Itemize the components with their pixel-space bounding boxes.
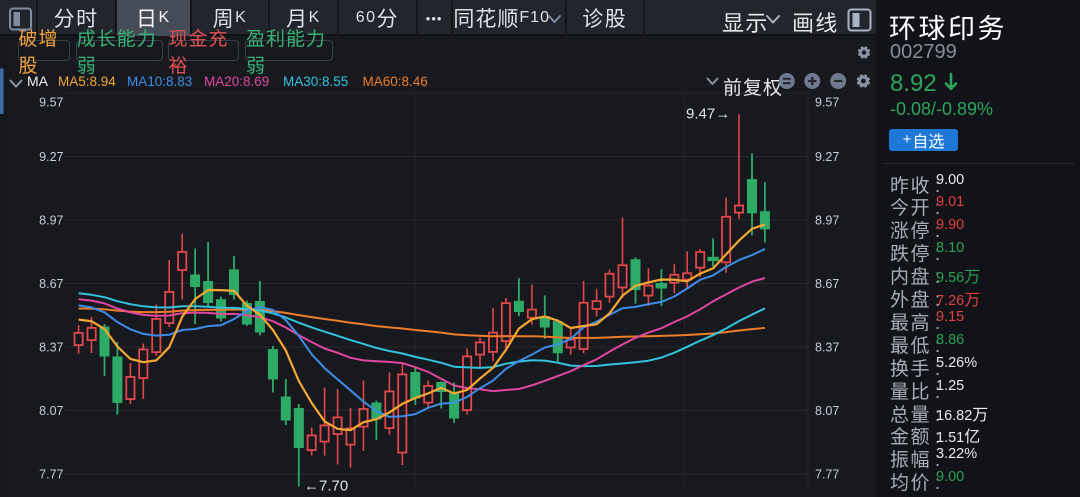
svg-text:8.07: 8.07	[39, 404, 63, 418]
svg-text:←7.70: ←7.70	[304, 478, 348, 495]
svg-text:8.67: 8.67	[39, 277, 63, 291]
svg-text:9.57: 9.57	[39, 96, 63, 110]
svg-text:8.67: 8.67	[815, 277, 839, 291]
svg-text:7.77: 7.77	[39, 468, 63, 482]
svg-text:9.27: 9.27	[815, 150, 839, 164]
svg-text:9.27: 9.27	[39, 150, 63, 164]
svg-text:8.37: 8.37	[815, 341, 839, 355]
svg-text:8.97: 8.97	[39, 214, 63, 228]
svg-text:7.77: 7.77	[815, 468, 839, 482]
svg-text:8.07: 8.07	[815, 404, 839, 418]
svg-text:8.97: 8.97	[815, 214, 839, 228]
svg-text:9.57: 9.57	[815, 96, 839, 110]
svg-text:8.37: 8.37	[39, 341, 63, 355]
svg-text:9.47→: 9.47→	[686, 106, 730, 123]
